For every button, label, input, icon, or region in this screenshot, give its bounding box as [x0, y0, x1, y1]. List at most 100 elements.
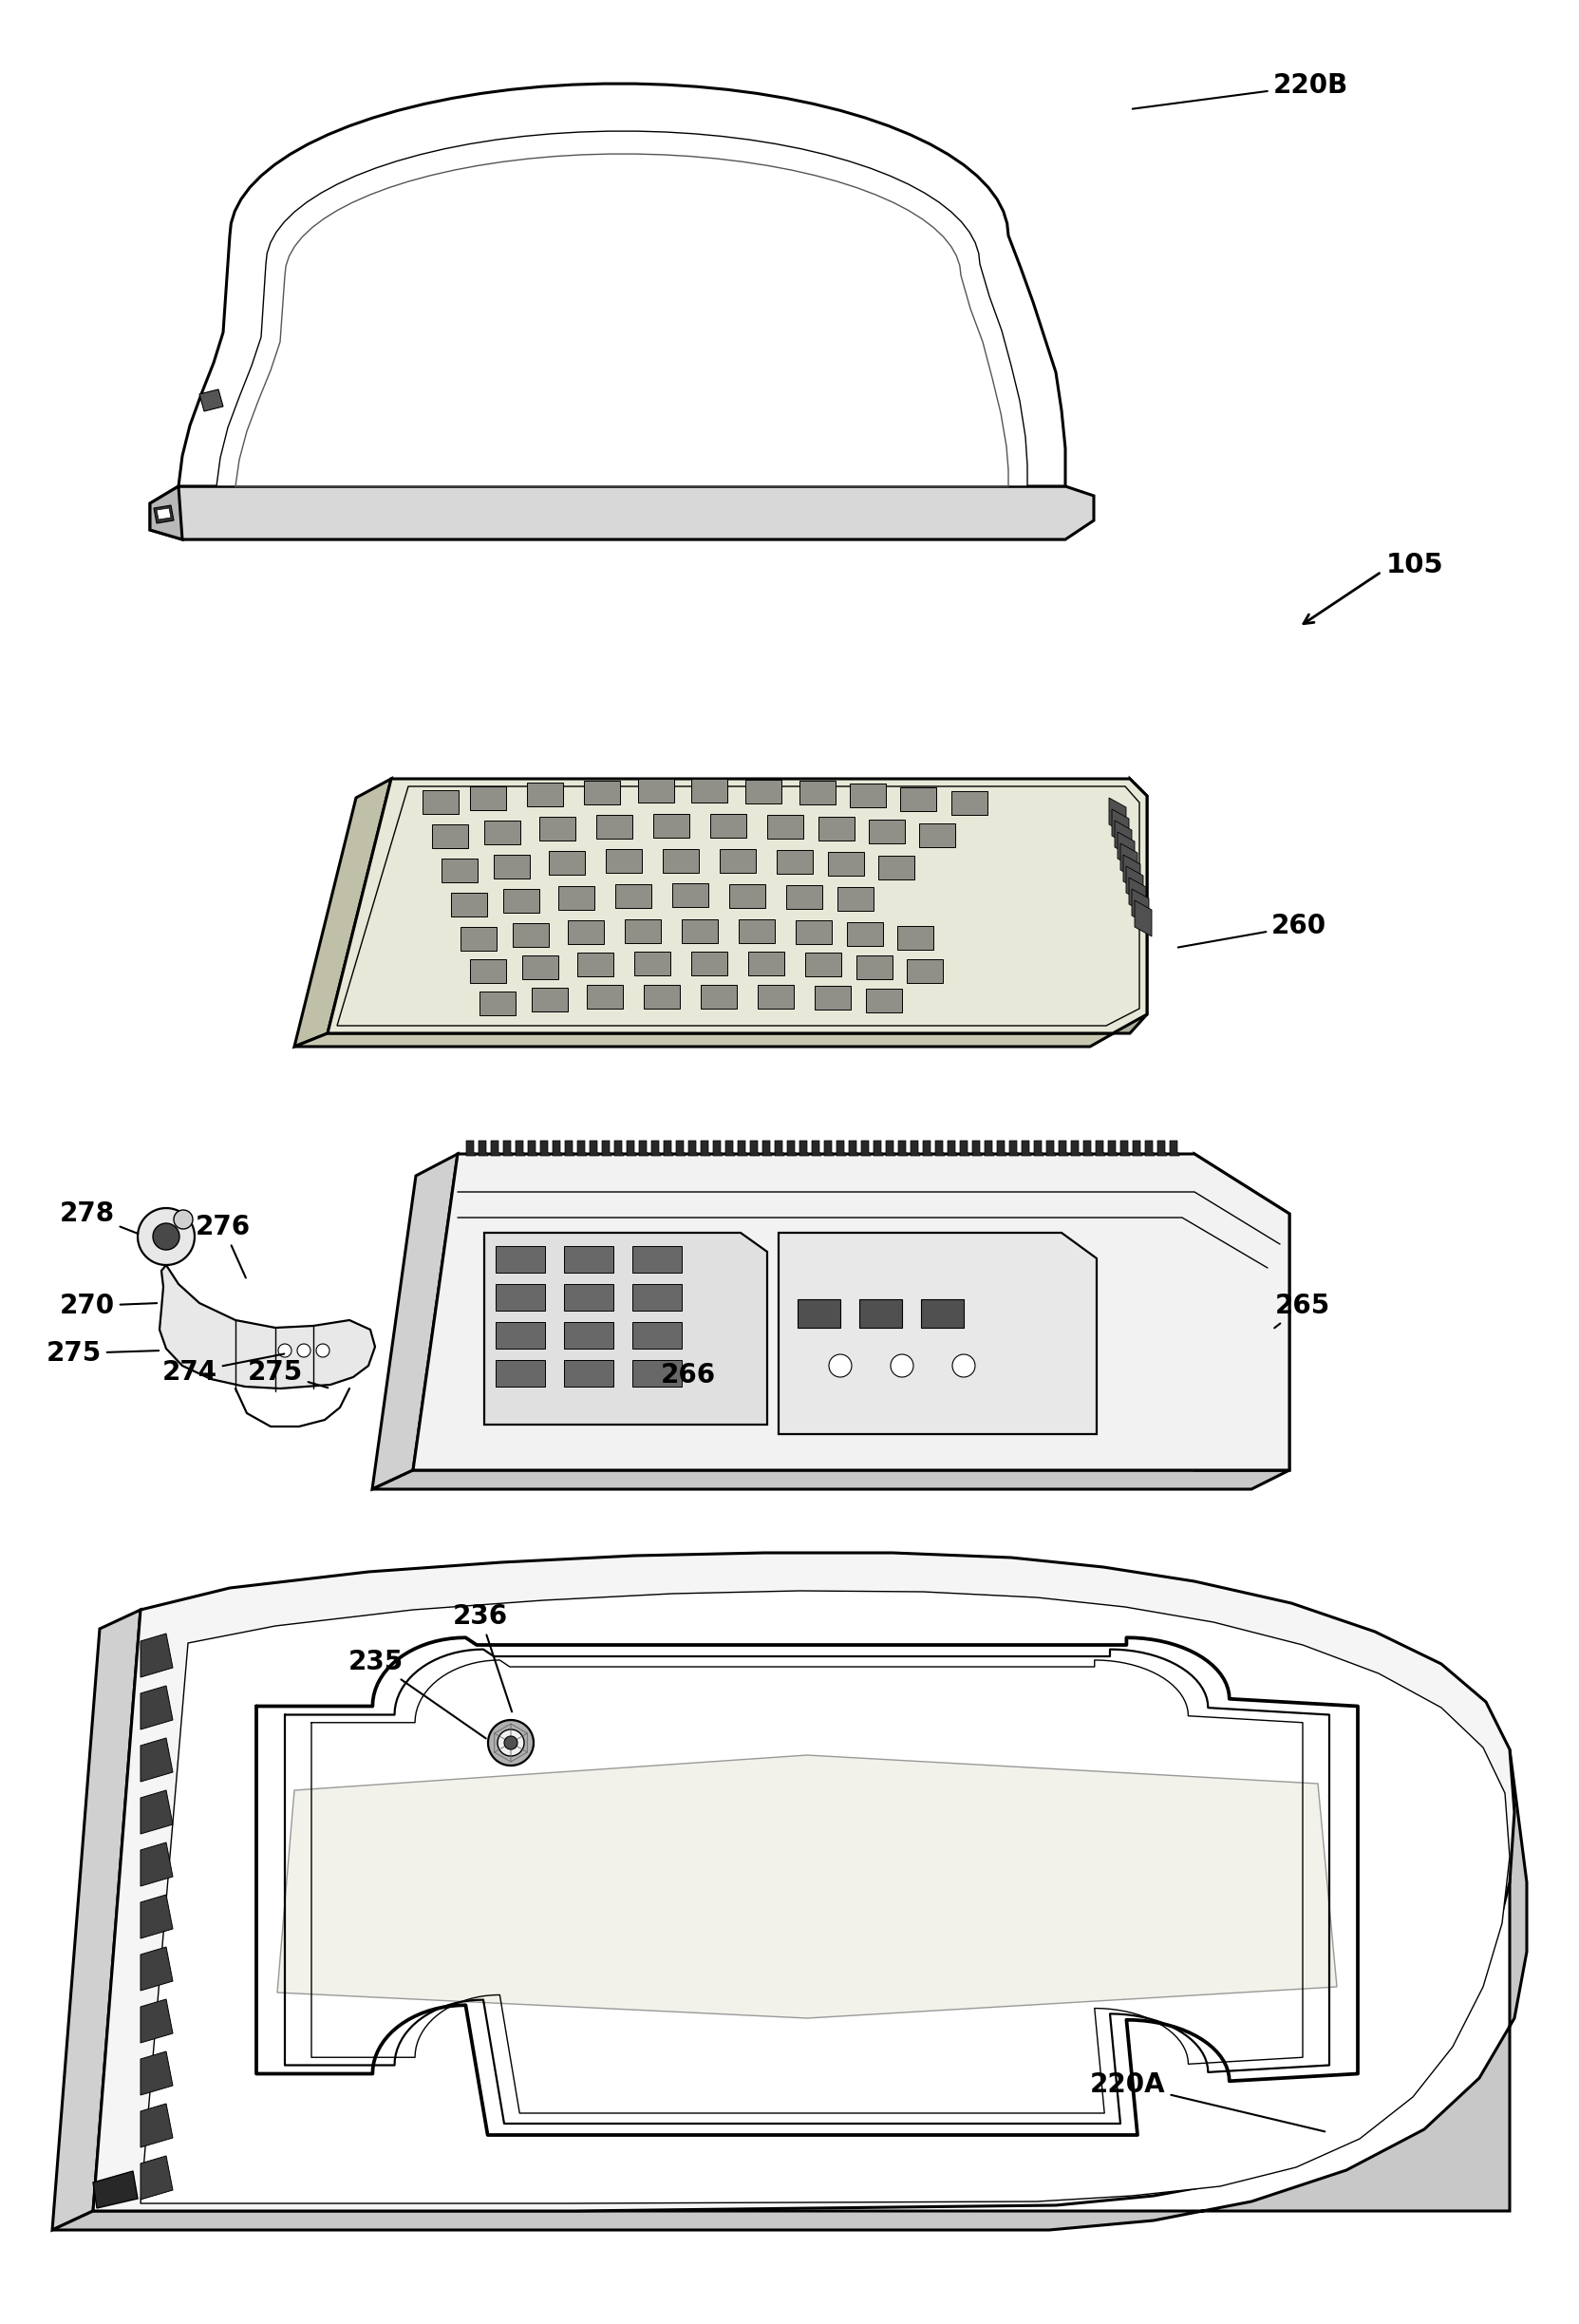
Polygon shape: [1071, 1141, 1080, 1155]
Polygon shape: [1112, 809, 1129, 846]
Text: 235: 235: [349, 1648, 486, 1738]
Polygon shape: [632, 1285, 682, 1311]
Polygon shape: [141, 1999, 172, 2043]
Polygon shape: [589, 1141, 598, 1155]
Polygon shape: [564, 1246, 613, 1274]
Polygon shape: [796, 920, 832, 944]
Polygon shape: [1047, 1141, 1056, 1155]
Polygon shape: [414, 1155, 1290, 1471]
Text: 265: 265: [1274, 1292, 1331, 1327]
Polygon shape: [150, 486, 182, 539]
Polygon shape: [513, 923, 549, 946]
Polygon shape: [767, 816, 804, 839]
Polygon shape: [178, 84, 1066, 486]
Polygon shape: [1113, 779, 1146, 1034]
Polygon shape: [494, 855, 531, 878]
Polygon shape: [297, 1343, 311, 1357]
Polygon shape: [856, 955, 892, 978]
Polygon shape: [461, 927, 496, 951]
Polygon shape: [327, 779, 1146, 1034]
Polygon shape: [1135, 899, 1151, 937]
Polygon shape: [786, 1141, 797, 1155]
Polygon shape: [485, 820, 521, 844]
Polygon shape: [471, 960, 507, 983]
Polygon shape: [93, 2171, 137, 2208]
Polygon shape: [985, 1141, 995, 1155]
Polygon shape: [216, 130, 1028, 486]
Polygon shape: [799, 1141, 808, 1155]
Polygon shape: [150, 486, 1094, 539]
Polygon shape: [141, 1894, 172, 1938]
Polygon shape: [433, 825, 467, 848]
Polygon shape: [578, 1141, 587, 1155]
Polygon shape: [758, 985, 794, 1009]
Polygon shape: [652, 1141, 662, 1155]
Polygon shape: [527, 1141, 537, 1155]
Polygon shape: [952, 1355, 976, 1378]
Polygon shape: [837, 1141, 846, 1155]
Polygon shape: [1108, 797, 1126, 834]
Polygon shape: [294, 779, 392, 1046]
Polygon shape: [141, 1843, 172, 1887]
Polygon shape: [466, 1141, 475, 1155]
Polygon shape: [748, 951, 785, 976]
Polygon shape: [1121, 844, 1137, 878]
Polygon shape: [891, 1355, 913, 1378]
Polygon shape: [676, 1141, 685, 1155]
Polygon shape: [952, 790, 987, 816]
Text: 266: 266: [660, 1362, 715, 1387]
Polygon shape: [442, 858, 477, 883]
Polygon shape: [861, 1141, 870, 1155]
Polygon shape: [750, 1141, 759, 1155]
Polygon shape: [423, 790, 458, 813]
Polygon shape: [763, 1141, 772, 1155]
Polygon shape: [1118, 832, 1135, 869]
Polygon shape: [153, 1222, 180, 1250]
Polygon shape: [471, 786, 507, 811]
Polygon shape: [516, 1141, 526, 1155]
Polygon shape: [141, 1634, 172, 1678]
Polygon shape: [316, 1343, 330, 1357]
Polygon shape: [564, 1285, 613, 1311]
Polygon shape: [692, 951, 728, 976]
Polygon shape: [635, 951, 671, 976]
Polygon shape: [898, 1141, 908, 1155]
Polygon shape: [644, 985, 681, 1009]
Polygon shape: [564, 1360, 613, 1387]
Polygon shape: [638, 779, 674, 802]
Polygon shape: [859, 1299, 902, 1327]
Polygon shape: [523, 955, 559, 978]
Polygon shape: [886, 1141, 895, 1155]
Polygon shape: [485, 1232, 767, 1425]
Polygon shape: [720, 848, 756, 874]
Polygon shape: [692, 779, 728, 802]
Polygon shape: [868, 820, 905, 844]
Polygon shape: [714, 1141, 723, 1155]
Polygon shape: [1170, 1141, 1180, 1155]
Polygon shape: [540, 1141, 549, 1155]
Polygon shape: [1115, 820, 1132, 858]
Text: 275: 275: [248, 1360, 328, 1387]
Text: 260: 260: [1178, 913, 1326, 948]
Polygon shape: [935, 1141, 944, 1155]
Polygon shape: [1022, 1141, 1031, 1155]
Text: 278: 278: [60, 1202, 137, 1234]
Polygon shape: [159, 1264, 376, 1387]
Polygon shape: [549, 851, 584, 874]
Polygon shape: [141, 1789, 172, 1834]
Polygon shape: [373, 1155, 458, 1490]
Polygon shape: [278, 1343, 292, 1357]
Polygon shape: [294, 1013, 1146, 1046]
Polygon shape: [141, 1685, 172, 1729]
Polygon shape: [654, 813, 690, 837]
Text: 220B: 220B: [1132, 72, 1348, 109]
Polygon shape: [919, 823, 955, 848]
Polygon shape: [775, 1141, 785, 1155]
Polygon shape: [578, 953, 613, 976]
Polygon shape: [616, 883, 652, 909]
Polygon shape: [739, 920, 775, 944]
Polygon shape: [587, 985, 622, 1009]
Polygon shape: [568, 920, 603, 944]
Text: 220A: 220A: [1090, 2071, 1325, 2131]
Polygon shape: [93, 1552, 1514, 2210]
